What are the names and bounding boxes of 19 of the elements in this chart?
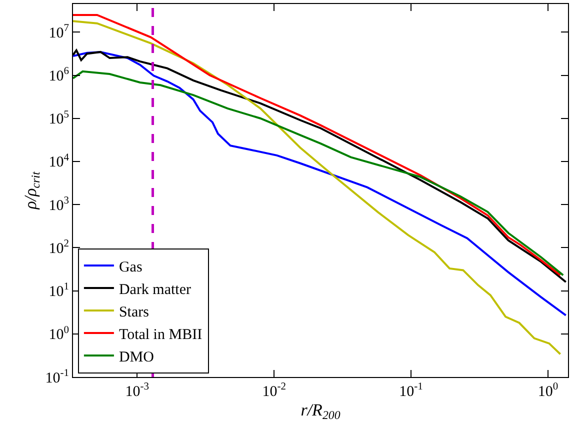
y-tick-label: 10$^{1}$	[48, 282, 69, 300]
y-tick-label: 10$^{3}$	[48, 196, 69, 214]
x-tick-label: 10$^{0}$	[538, 382, 558, 400]
legend-label: Dark matter	[118, 282, 192, 298]
legend-label: Stars	[118, 304, 150, 320]
y-tick-label: 10$^{5}$	[48, 109, 69, 128]
y-tick-label: 10$^{6}$	[48, 66, 69, 85]
legend-label: Gas	[118, 259, 142, 276]
y-tick-label: 10$^{7}$	[48, 23, 69, 42]
x-tick-label: 10$^{-2}$	[262, 382, 286, 400]
y-tick-label: 10$^{0}$	[48, 324, 69, 344]
x-axis-title: r/R$_{200}$	[300, 400, 340, 422]
y-tick-label: 10$^{-1}$	[45, 368, 69, 386]
x-tick-label: 10$^{-1}$	[399, 382, 423, 400]
legend-label: DMO	[118, 349, 154, 366]
x-tick-label: 10$^{-3}$	[125, 382, 150, 400]
y-tick-label: 10$^{2}$	[48, 238, 69, 257]
y-tick-label: 10$^{4}$	[48, 152, 70, 171]
legend-label: Total in MBII	[118, 326, 202, 343]
